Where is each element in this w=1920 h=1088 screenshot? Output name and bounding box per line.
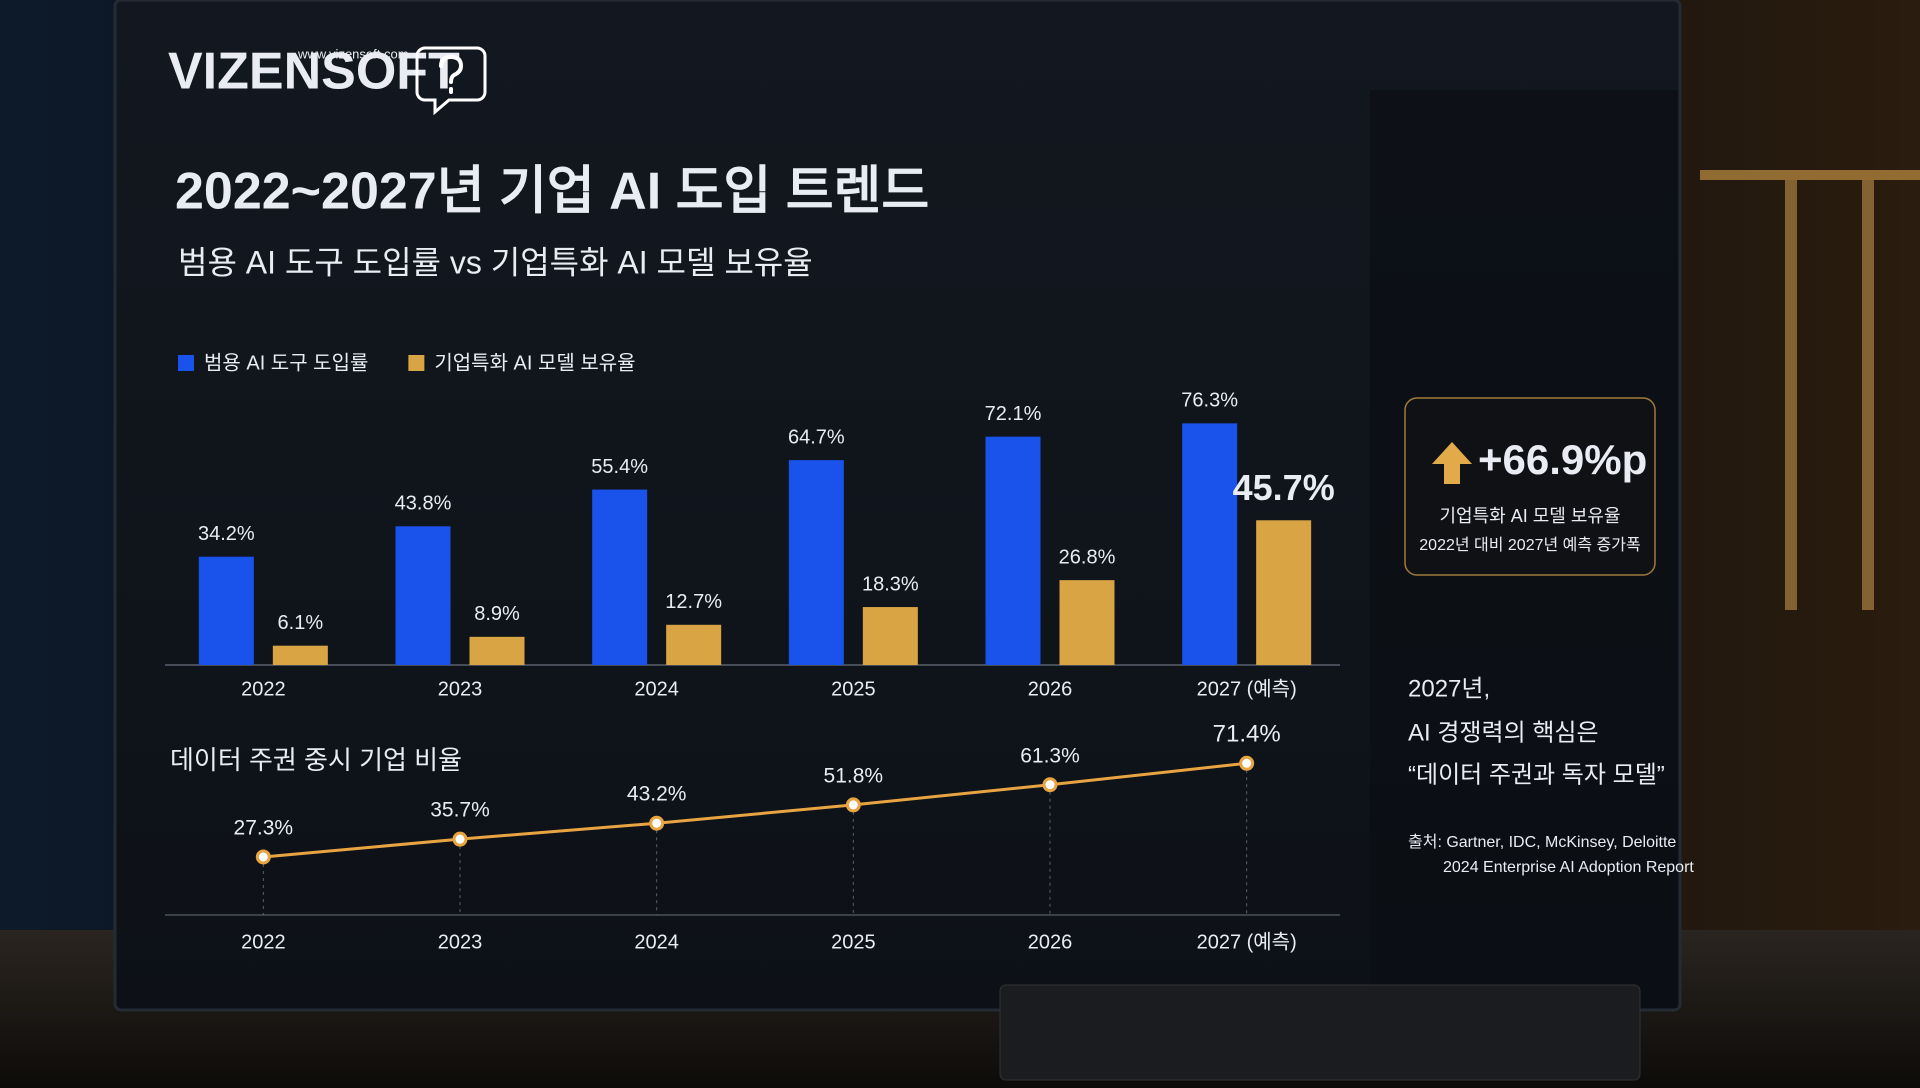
value-label: 55.4% [591, 456, 648, 478]
value-label: 18.3% [862, 573, 919, 595]
value-label: 26.8% [1059, 546, 1116, 568]
insight-line: AI 경쟁력의 핵심은 [1408, 719, 1599, 746]
bar [469, 636, 525, 665]
value-label: 43.8% [395, 493, 452, 515]
line [263, 761, 1247, 859]
point [845, 797, 861, 813]
x-tick-label: 2024 [634, 678, 679, 700]
value-label: 12.7% [665, 591, 722, 613]
bar [592, 489, 648, 665]
brand-url: www.vizensoft.com [297, 46, 409, 61]
bar [198, 556, 254, 665]
window-light [1862, 180, 1874, 610]
x-tick-label: 2026 [1028, 678, 1073, 700]
highlight-value-label: 45.7% [1233, 467, 1335, 508]
chart-title: 2022~2027년 기업 AI 도입 트렌드 [175, 163, 929, 221]
line-chart-title: 데이터 주권 중시 기업 비율 [170, 745, 462, 775]
callout-value: +66.9%p [1478, 436, 1647, 483]
bar [862, 607, 918, 665]
value-label: 8.9% [474, 603, 520, 625]
x-tick-label: 2025 [831, 678, 876, 700]
up-arrow-icon [1432, 442, 1472, 484]
value-label: 6.1% [278, 612, 324, 634]
brand-name: VIZENSOFT [168, 43, 460, 101]
insight-line: 2027년, [1408, 675, 1490, 702]
logo-question-icon [439, 54, 464, 94]
logo-bubble [415, 46, 487, 116]
chart-subtitle: 범용 AI 도구 도입률 vs 기업특화 AI 모델 보유율 [178, 244, 813, 280]
value-label: 64.7% [788, 426, 845, 448]
x-tick-label: 2022 [241, 678, 286, 700]
bar [666, 624, 722, 665]
x-tick-label: 2022 [241, 931, 286, 953]
x-tick-label: 2024 [634, 931, 679, 953]
value-label: 61.3% [1020, 744, 1080, 767]
callout-label: 기업특화 AI 모델 보유율 [1439, 506, 1620, 526]
point [1239, 755, 1255, 771]
legend-swatch [408, 355, 425, 371]
bar [1182, 423, 1238, 665]
x-tick-label: 2027 (예측) [1197, 930, 1297, 953]
value-label: 51.8% [824, 764, 884, 787]
point [255, 849, 271, 865]
notebook [999, 984, 1641, 1081]
callout-note: 2022년 대비 2027년 예측 증가폭 [1419, 536, 1640, 554]
x-tick-label: 2025 [831, 931, 876, 953]
window-light [1700, 170, 1920, 180]
bar [985, 436, 1041, 665]
legend-label: 기업특화 AI 모델 보유율 [434, 351, 635, 374]
window-light [1785, 180, 1797, 610]
bar [272, 645, 328, 665]
x-tick-label: 2023 [438, 931, 483, 953]
bar [788, 460, 844, 665]
value-label: 43.2% [627, 783, 687, 806]
source-line: 출처: Gartner, IDC, McKinsey, Deloitte [1408, 833, 1676, 851]
callout-box [1404, 397, 1656, 576]
legend-swatch [178, 355, 194, 371]
bar [395, 526, 451, 665]
point [649, 815, 665, 831]
insight-highlight: “데이터 주권과 독자 모델” [1408, 761, 1665, 788]
source-line: 2024 Enterprise AI Adoption Report [1443, 859, 1694, 876]
bar [1256, 520, 1312, 665]
value-label: 76.3% [1181, 390, 1238, 412]
screen [113, 0, 1682, 1012]
value-label: 35.7% [430, 799, 490, 822]
point [452, 831, 468, 847]
x-tick-label: 2027 (예측) [1197, 677, 1297, 700]
value-label: 72.1% [985, 403, 1042, 425]
bar [1059, 580, 1115, 665]
x-tick-label: 2026 [1028, 931, 1073, 953]
value-label: 27.3% [234, 817, 294, 840]
legend-label: 범용 AI 도구 도입률 [204, 351, 368, 374]
point [1042, 777, 1058, 793]
value-label: 34.2% [198, 523, 255, 545]
value-label: 71.4% [1213, 721, 1281, 748]
x-tick-label: 2023 [438, 678, 483, 700]
